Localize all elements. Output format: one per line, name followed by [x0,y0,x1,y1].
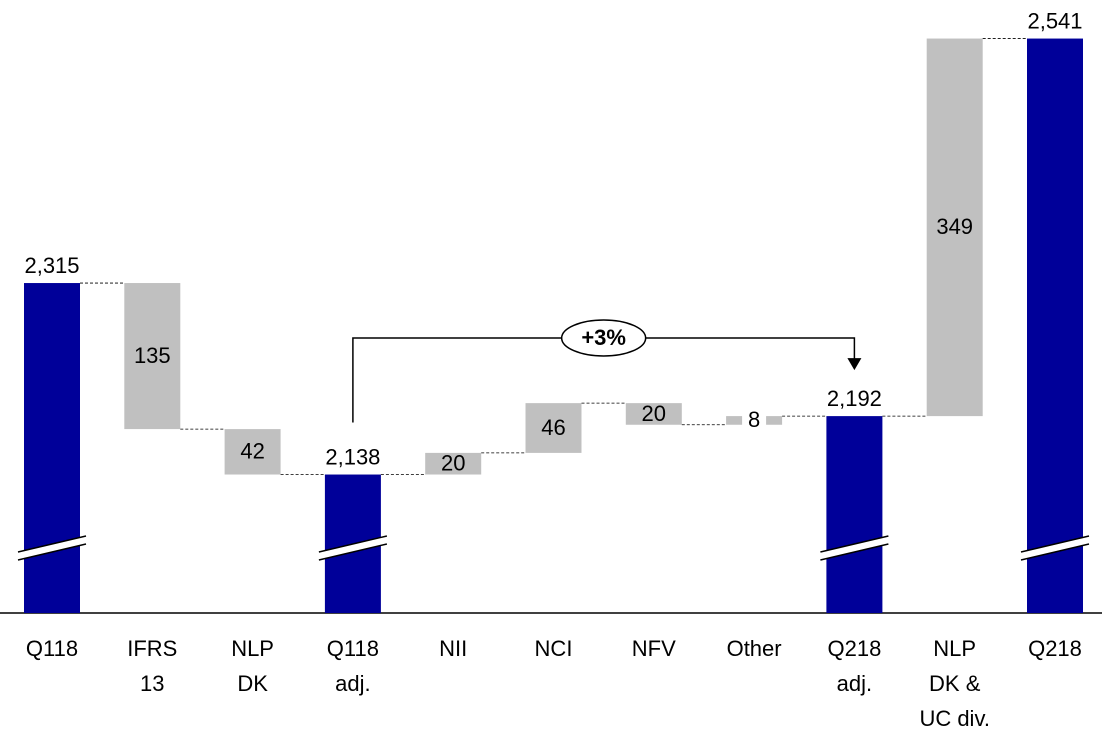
x-tick-label: Q218 [1028,636,1082,661]
value-label: 135 [134,343,171,368]
x-tick-label: Other [727,636,782,661]
total-bar [826,416,883,613]
x-tick-label: adj. [335,671,370,696]
axis-break [1021,536,1089,560]
axis-break-line [17,535,87,553]
delta-bar [525,403,582,453]
value-label: 20 [642,401,666,426]
x-tick-label: NLP [933,636,976,661]
delta-bar [224,429,281,475]
axis-break-line [820,543,889,561]
x-tick-label: adj. [837,671,872,696]
x-tick-label: NCI [535,636,573,661]
x-tick-label: Q218 [827,636,881,661]
delta-bar [625,403,682,425]
delta-bar [124,283,181,430]
axis-break [820,536,889,560]
value-label: 46 [541,415,565,440]
label-bg [742,408,767,433]
axis-break [18,536,86,560]
axis-break-line [1020,543,1090,561]
axis-break-line [1020,535,1090,553]
x-tick-label: NFV [632,636,676,661]
delta-bar [425,452,482,475]
x-tick-label: Q118 [26,636,78,661]
value-label: 20 [441,451,465,476]
axis-break [318,536,387,560]
x-tick-label: 13 [140,671,164,696]
total-bar [1027,38,1083,613]
annotation-bubble [560,319,647,357]
value-label: 8 [748,407,760,432]
total-bar [24,283,80,613]
value-label: 42 [240,439,264,464]
value-label: 2,192 [827,386,882,411]
value-label: 2,541 [1027,8,1082,33]
x-tick-label: DK & [929,671,981,696]
x-tick-label: Q118 [327,636,379,661]
x-tick-label: UC div. [919,706,990,731]
annotation-text: +3% [581,325,626,350]
x-tick-label: NII [439,636,467,661]
value-label: 2,315 [24,253,79,278]
x-tick-label: NLP [231,636,274,661]
value-label: 2,138 [325,444,380,469]
value-label: 349 [936,214,973,239]
delta-bar [926,38,983,417]
x-tick-label: DK [237,671,268,696]
x-tick-label: IFRS [127,636,177,661]
axis-break-line [318,543,388,561]
axis-break-line [17,543,87,561]
arrowhead [847,358,862,371]
axis-break-line [318,535,388,553]
axis-break-line [820,535,889,553]
